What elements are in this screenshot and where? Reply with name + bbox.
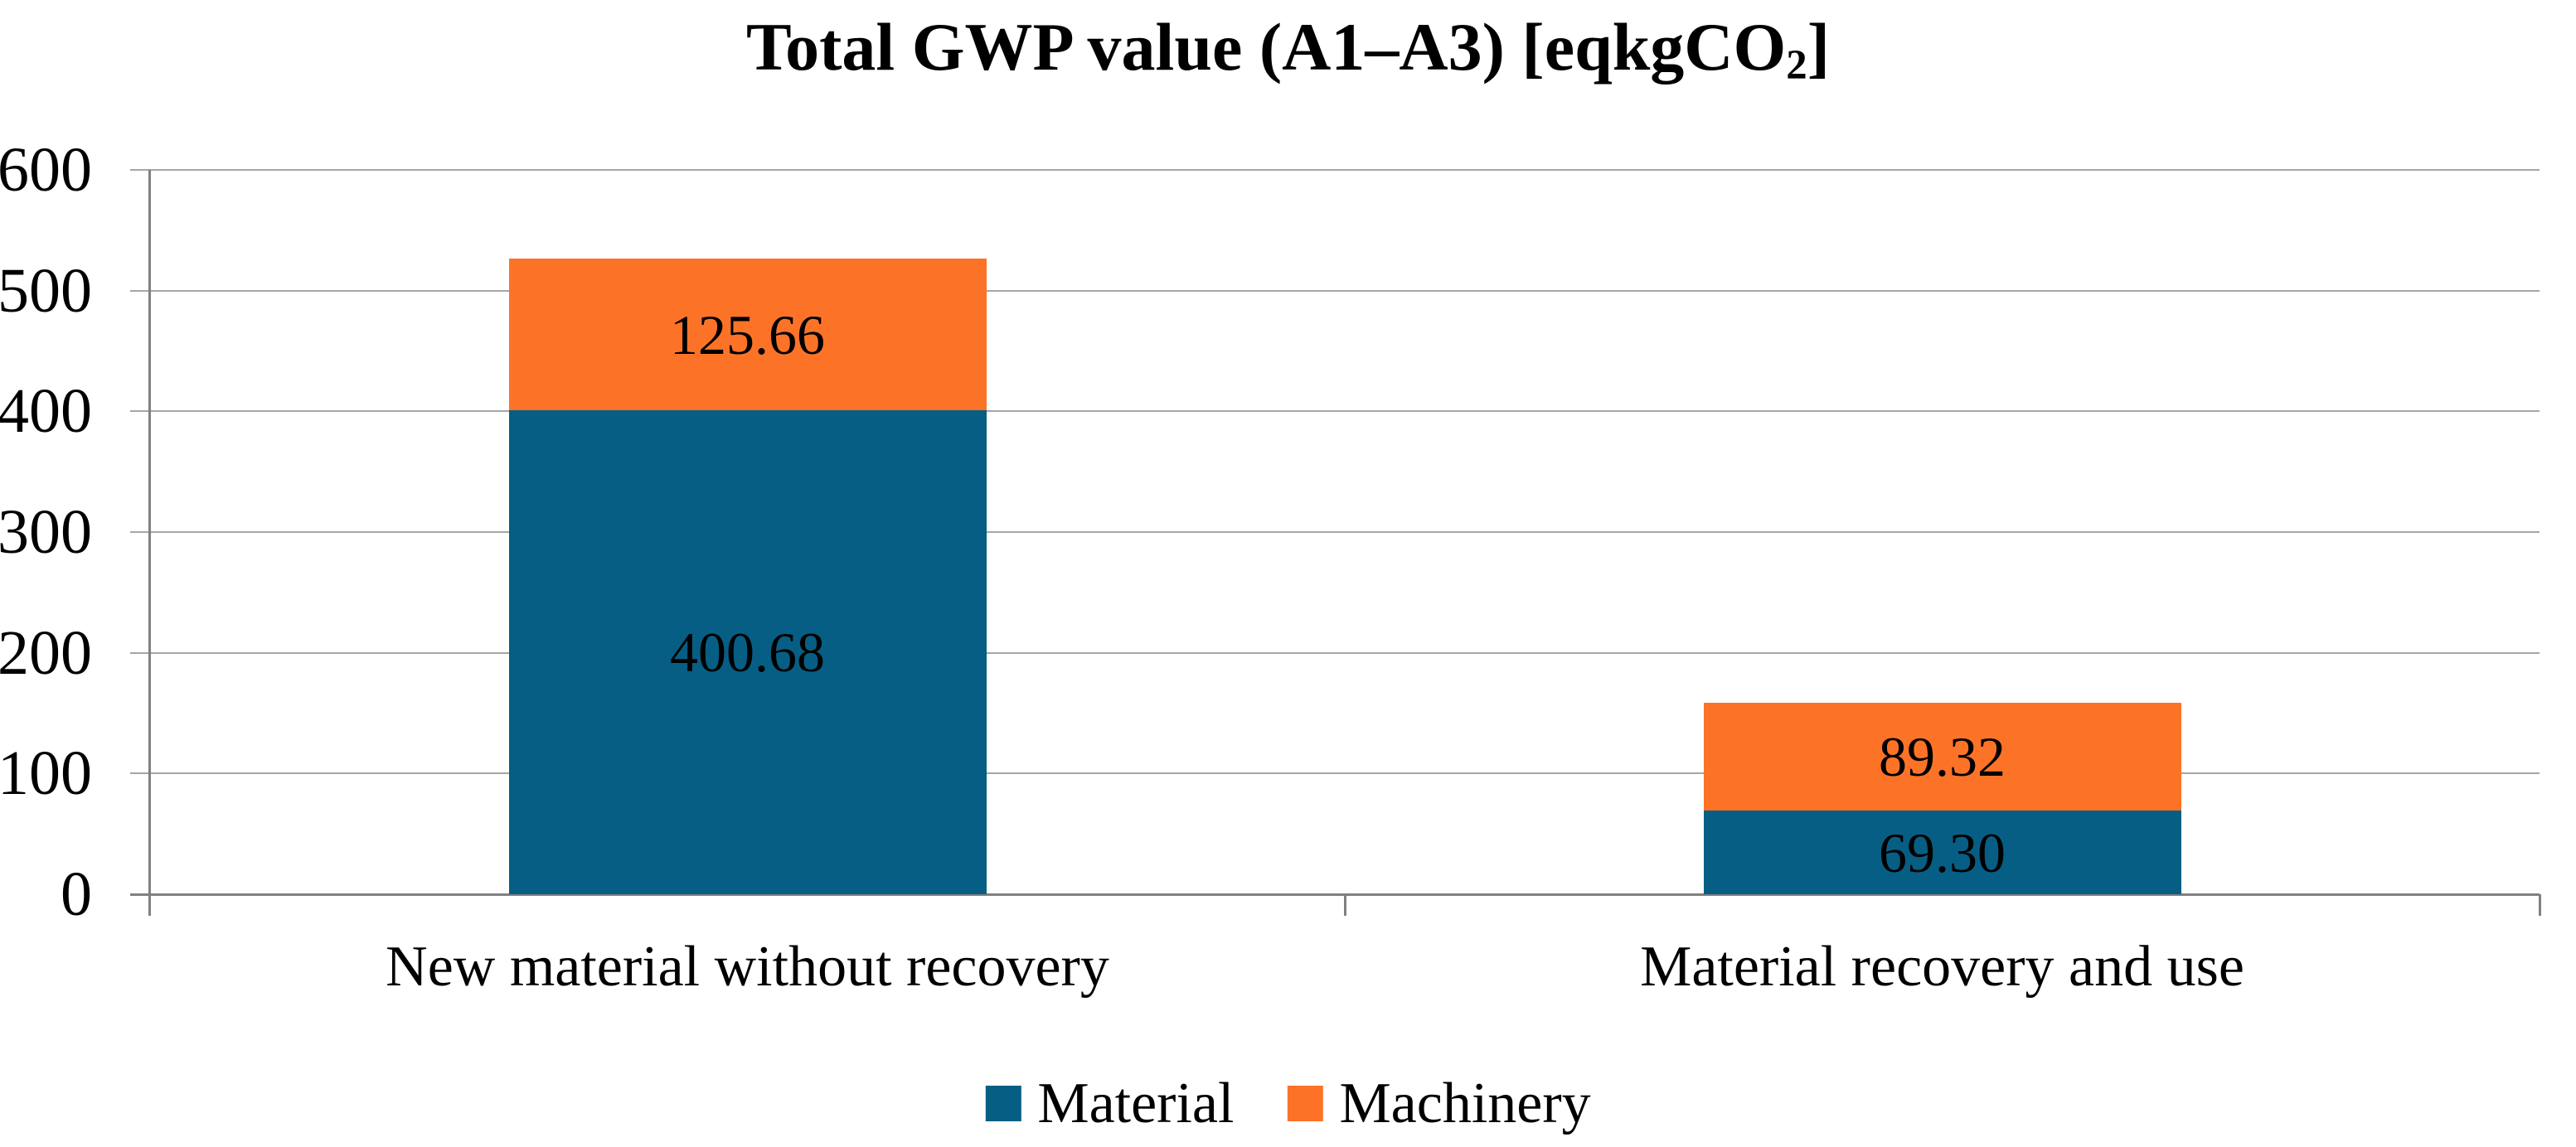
x-axis-tick bbox=[2538, 894, 2541, 916]
bar-segment-material: 400.68 bbox=[508, 410, 987, 894]
legend-marker-machinery bbox=[1287, 1086, 1323, 1121]
bar-segment-material: 69.30 bbox=[1703, 811, 2181, 894]
bar-data-label: 125.66 bbox=[670, 302, 825, 366]
chart-title-subscript: 2 bbox=[1786, 41, 1807, 89]
gridline-500 bbox=[130, 289, 2540, 292]
gridline-200 bbox=[130, 651, 2540, 654]
legend-marker-material bbox=[985, 1086, 1021, 1121]
gridline-300 bbox=[130, 531, 2540, 533]
bar-data-label: 89.32 bbox=[1879, 725, 2006, 788]
y-axis-line bbox=[148, 170, 151, 916]
category-label-new-material: New material without recovery bbox=[386, 935, 1109, 999]
y-axis-tick-label: 600 bbox=[0, 135, 92, 205]
bar-segment-machinery: 89.32 bbox=[1703, 702, 2181, 811]
bar-segment-machinery: 125.66 bbox=[508, 259, 987, 411]
y-axis-tick-label: 500 bbox=[0, 255, 92, 326]
bar-data-label: 69.30 bbox=[1879, 820, 2006, 884]
gridline-100 bbox=[130, 772, 2540, 775]
y-axis-tick-label: 0 bbox=[61, 859, 92, 929]
legend: Material Machinery bbox=[985, 1072, 1591, 1135]
chart-title: Total GWP value (A1–A3) [eqkgCO2] bbox=[0, 9, 2576, 89]
legend-label-material: Material bbox=[1037, 1072, 1235, 1135]
plot-area: 0 100 200 300 400 500 600 400.68 125.66 69.30 89.3… bbox=[0, 137, 2541, 927]
gridline-400 bbox=[130, 410, 2540, 413]
x-axis-category-labels: New material without recovery Material r… bbox=[150, 935, 2540, 999]
y-axis-tick-label: 100 bbox=[0, 738, 92, 809]
category-label-material-recovery: Material recovery and use bbox=[1640, 935, 2244, 999]
gridline-600 bbox=[130, 169, 2540, 171]
x-axis-tick bbox=[1343, 894, 1346, 916]
legend-item-material: Material bbox=[985, 1072, 1234, 1135]
chart-title-text: Total GWP value (A1–A3) [eqkgCO bbox=[745, 9, 1787, 85]
y-axis-tick-label: 400 bbox=[0, 376, 92, 447]
x-axis-line bbox=[130, 893, 2540, 896]
bar-data-label: 400.68 bbox=[670, 621, 825, 685]
legend-item-machinery: Machinery bbox=[1287, 1072, 1591, 1135]
y-axis-tick-label: 300 bbox=[0, 497, 92, 567]
chart-title-suffix: ] bbox=[1807, 9, 1831, 85]
legend-label-machinery: Machinery bbox=[1339, 1072, 1591, 1135]
y-axis-tick-label: 200 bbox=[0, 617, 92, 688]
